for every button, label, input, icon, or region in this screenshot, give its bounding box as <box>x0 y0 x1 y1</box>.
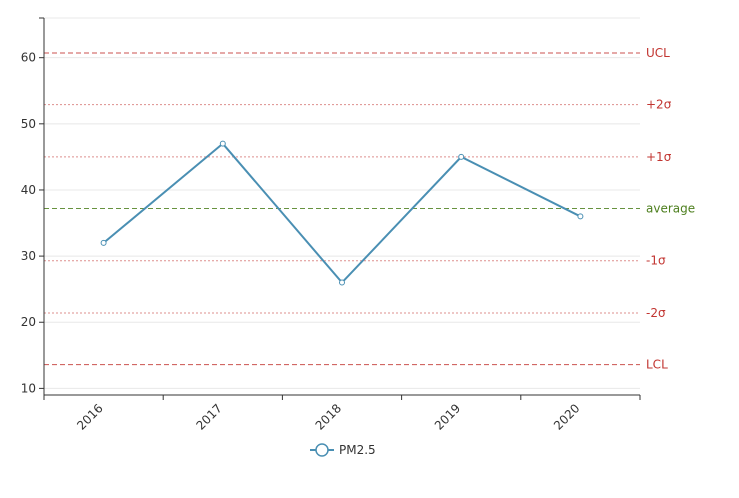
reference-line-label: -1σ <box>646 254 666 268</box>
data-point <box>219 140 226 147</box>
y-tick-label: 20 <box>21 315 36 329</box>
x-tick-label: 2017 <box>193 401 224 432</box>
legend-marker-icon <box>315 443 329 457</box>
reference-lines: UCL +2σ +1σ average -1σ -2σ LCL <box>44 46 695 372</box>
y-tick-label: 30 <box>21 249 36 263</box>
y-tick-label: 10 <box>21 381 36 395</box>
reference-line-label: -2σ <box>646 306 666 320</box>
x-tick-label: 2019 <box>432 401 463 432</box>
x-tick-label: 2016 <box>74 401 105 432</box>
x-tick-label: 2020 <box>551 401 582 432</box>
y-tick-label: 40 <box>21 183 36 197</box>
reference-line-label: +2σ <box>646 98 672 112</box>
reference-line-label: LCL <box>646 358 668 372</box>
data-point <box>339 279 345 286</box>
data-point <box>458 153 465 160</box>
legend[interactable]: PM2.5 <box>310 443 376 457</box>
grid-lines <box>44 17 640 389</box>
x-tick-label: 2018 <box>313 401 344 432</box>
legend-label: PM2.5 <box>339 443 376 457</box>
series-line <box>102 142 581 285</box>
data-point <box>577 213 584 220</box>
data-point <box>100 239 107 246</box>
reference-line-label: average <box>646 201 695 215</box>
series-layer <box>100 140 584 286</box>
reference-line-label: +1σ <box>646 150 672 164</box>
y-tick-label: 50 <box>21 117 36 131</box>
axes: 10 20 30 40 50 60 2016 2017 2018 2019 2020 <box>21 17 641 433</box>
y-tick-label: 60 <box>21 51 36 65</box>
reference-line-label: UCL <box>646 46 670 60</box>
